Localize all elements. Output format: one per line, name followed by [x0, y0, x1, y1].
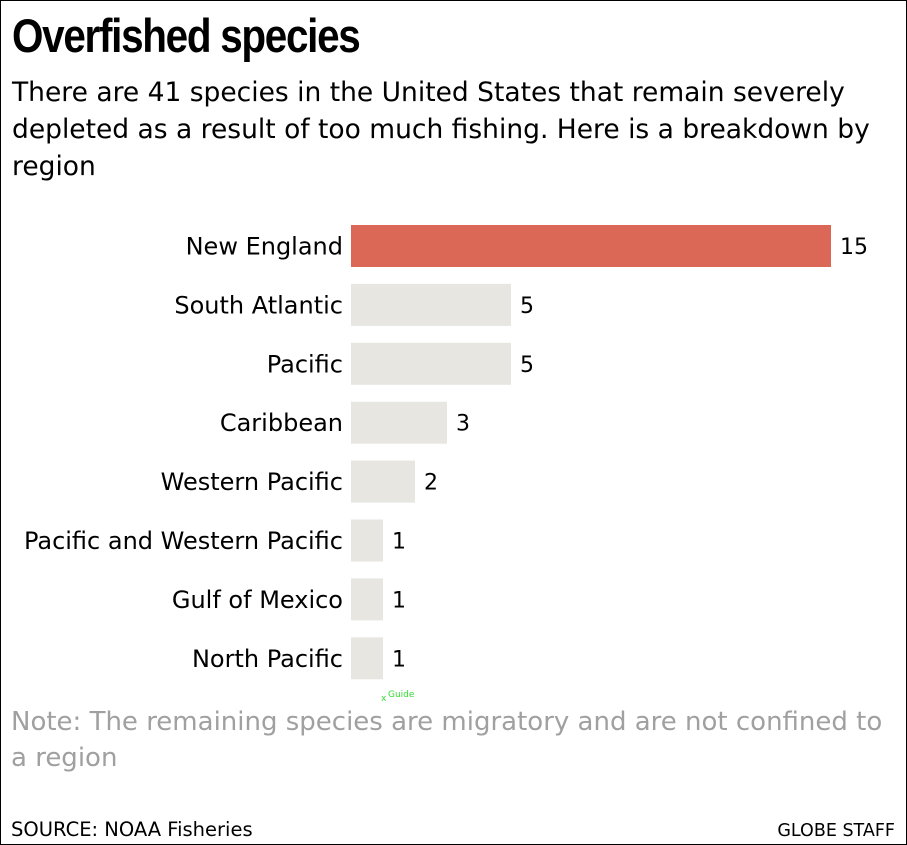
bar-pacific [351, 342, 511, 385]
category-label-south-atlantic: South Atlantic [174, 291, 343, 319]
value-label-caribbean: 3 [456, 412, 470, 437]
value-label-pacific: 5 [520, 353, 534, 378]
value-label-gulf-of-mexico: 1 [392, 588, 406, 613]
category-label-pacific-and-western-pacific: Pacific and Western Pacific [24, 527, 343, 555]
value-label-north-pacific: 1 [392, 647, 406, 672]
chart-credit: GLOBE STAFF [777, 821, 895, 841]
value-label-western-pacific: 2 [424, 471, 438, 496]
bar-south-atlantic [351, 283, 511, 326]
bar-north-pacific [351, 637, 383, 680]
bar-pacific-and-western-pacific [351, 519, 383, 562]
category-label-pacific: Pacific [267, 350, 343, 378]
category-label-north-pacific: North Pacific [192, 645, 343, 673]
category-label-gulf-of-mexico: Gulf of Mexico [172, 586, 343, 614]
bar-new-england [351, 225, 831, 267]
chart-title: Overfished species [12, 9, 361, 62]
chart-source: SOURCE: NOAA Fisheries [11, 818, 253, 841]
bar-gulf-of-mexico [351, 578, 383, 621]
chart-note: Note: The remaining species are migrator… [11, 707, 883, 773]
value-label-south-atlantic: 5 [520, 294, 534, 319]
bar-western-pacific [351, 460, 415, 503]
category-label-new-england: New England [186, 233, 343, 261]
chart-subtitle: There are 41 species in the United State… [12, 77, 870, 182]
guide-x-mark: x [381, 694, 387, 704]
value-label-pacific-and-western-pacific: 1 [392, 530, 406, 555]
category-label-western-pacific: Western Pacific [161, 468, 343, 496]
bar-caribbean [351, 401, 447, 444]
category-label-caribbean: Caribbean [220, 409, 343, 437]
bars-group: New England 15 South Atlantic 5 Pacific 5 Cari… [24, 225, 868, 680]
value-label-new-england: 15 [840, 235, 868, 260]
guide-mark: Guide [388, 690, 415, 700]
